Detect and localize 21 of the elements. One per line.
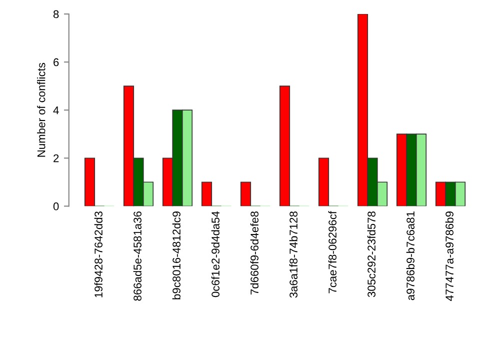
x-tick-label: a9786b9-b7c6a81 bbox=[406, 212, 414, 300]
bar bbox=[201, 182, 212, 206]
bar bbox=[279, 86, 290, 206]
x-tick-label: 305c292-23fd578 bbox=[367, 211, 376, 298]
x-tick-label: 866ad5e-4581a36 bbox=[133, 211, 142, 301]
y-tick-label: 0 bbox=[53, 202, 59, 210]
y-tick-label: 8 bbox=[53, 10, 59, 18]
bar bbox=[84, 158, 96, 206]
x-tick-label: 7d660f9-6d4efe8 bbox=[250, 211, 258, 294]
bar bbox=[318, 158, 330, 206]
x-tick-label: 19f9428-7642dd3 bbox=[94, 211, 102, 298]
y-tick-label: 6 bbox=[54, 58, 59, 66]
y-tick-label: 2 bbox=[54, 154, 59, 162]
x-tick-label: 0c6f1e2-9d4da54 bbox=[211, 211, 220, 298]
y-axis-title: Number of conflicts bbox=[37, 62, 46, 157]
x-tick-label: b9c8016-4812dc9 bbox=[172, 212, 180, 300]
x-tick-label: 477477a-a9786b9 bbox=[445, 212, 454, 301]
x-tick-label: 7cae7f8-06296cf bbox=[328, 210, 336, 294]
y-tick-label: 4 bbox=[53, 106, 59, 114]
x-tick-label: 3a6a1f8-74b7128 bbox=[289, 211, 298, 298]
bar bbox=[240, 182, 252, 206]
